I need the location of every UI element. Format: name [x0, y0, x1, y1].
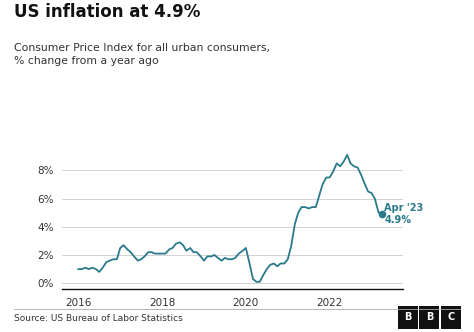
Text: Consumer Price Index for all urban consumers,
% change from a year ago: Consumer Price Index for all urban consu…	[14, 43, 270, 66]
Text: Source: US Bureau of Labor Statistics: Source: US Bureau of Labor Statistics	[14, 314, 183, 323]
Text: Apr '23
4.9%: Apr '23 4.9%	[384, 203, 424, 225]
Text: C: C	[447, 312, 455, 322]
Text: US inflation at 4.9%: US inflation at 4.9%	[14, 3, 201, 21]
Text: B: B	[426, 312, 433, 322]
Text: B: B	[404, 312, 412, 322]
